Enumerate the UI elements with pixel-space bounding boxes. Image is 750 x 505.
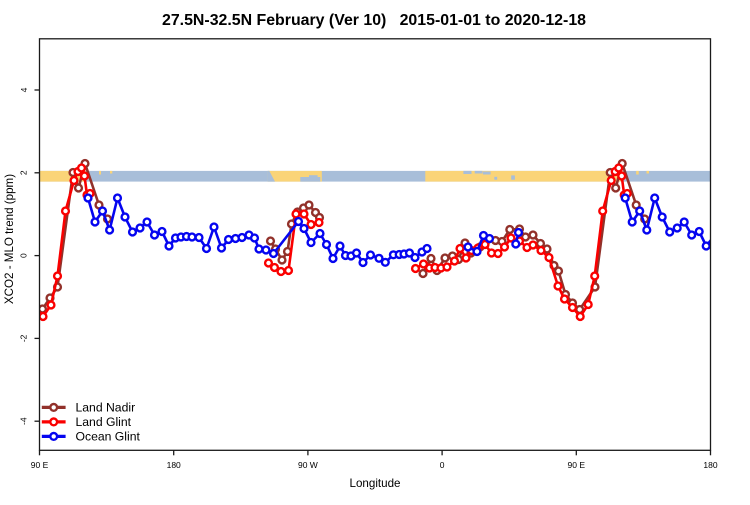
svg-text:90 E: 90 E <box>568 460 586 470</box>
svg-text:Land Glint: Land Glint <box>76 415 132 429</box>
svg-text:180: 180 <box>167 460 181 470</box>
svg-text:-2: -2 <box>19 334 29 342</box>
svg-text:Land Nadir: Land Nadir <box>76 401 136 415</box>
svg-text:27.5N-32.5N February (Ver 10): 27.5N-32.5N February (Ver 10) 2015-01-01… <box>162 12 586 29</box>
svg-text:-4: -4 <box>19 417 29 425</box>
svg-text:Ocean Glint: Ocean Glint <box>76 430 141 444</box>
svg-text:90 E: 90 E <box>31 460 49 470</box>
svg-text:90 W: 90 W <box>298 460 318 470</box>
svg-text:4: 4 <box>19 87 29 92</box>
svg-text:180: 180 <box>703 460 717 470</box>
svg-text:2: 2 <box>19 170 29 175</box>
svg-text:0: 0 <box>440 460 445 470</box>
svg-text:Longitude: Longitude <box>350 477 401 490</box>
svg-text:0: 0 <box>19 253 29 258</box>
svg-text:XCO2 - MLO trend (ppm): XCO2 - MLO trend (ppm) <box>3 174 16 304</box>
